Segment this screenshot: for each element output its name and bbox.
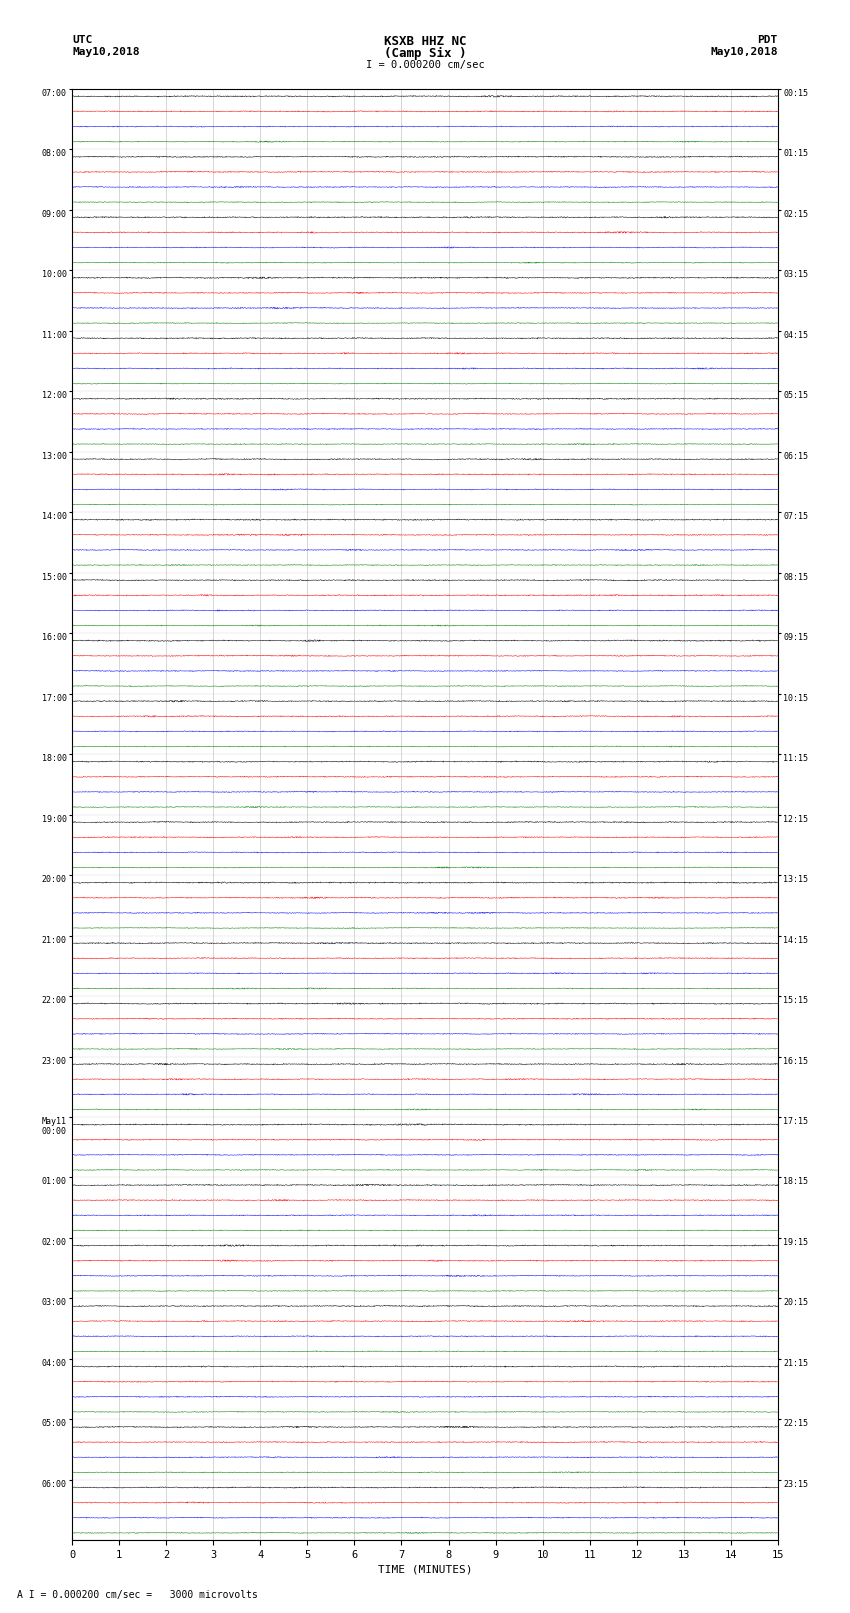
Text: I = 0.000200 cm/sec: I = 0.000200 cm/sec [366, 60, 484, 69]
X-axis label: TIME (MINUTES): TIME (MINUTES) [377, 1565, 473, 1574]
Text: UTC: UTC [72, 35, 93, 45]
Text: PDT: PDT [757, 35, 778, 45]
Text: May10,2018: May10,2018 [72, 47, 139, 56]
Text: (Camp Six ): (Camp Six ) [383, 47, 467, 60]
Text: A I = 0.000200 cm/sec =   3000 microvolts: A I = 0.000200 cm/sec = 3000 microvolts [17, 1590, 258, 1600]
Text: May10,2018: May10,2018 [711, 47, 778, 56]
Text: KSXB HHZ NC: KSXB HHZ NC [383, 35, 467, 48]
